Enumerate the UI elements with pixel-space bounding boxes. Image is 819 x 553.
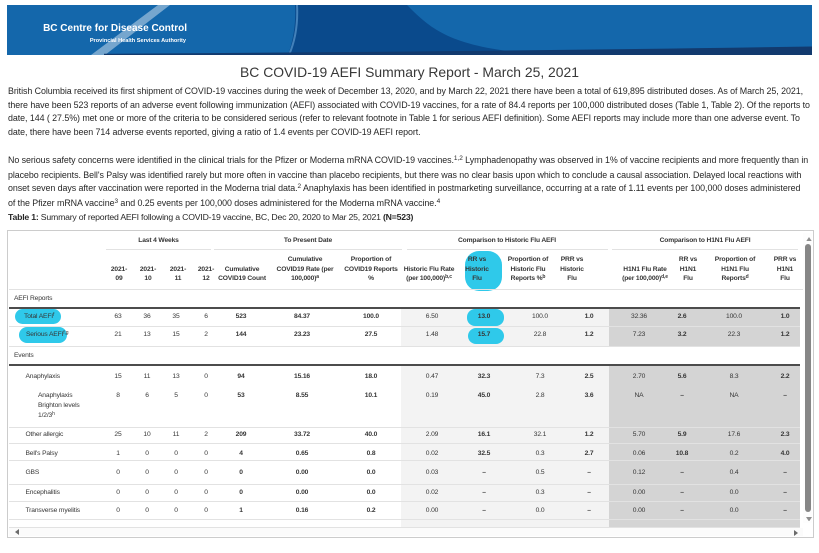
svg-text:Provincial Health Services Aut: Provincial Health Services Authority: [90, 38, 187, 44]
svg-text:BC Centre for Disease Control: BC Centre for Disease Control: [43, 23, 187, 34]
